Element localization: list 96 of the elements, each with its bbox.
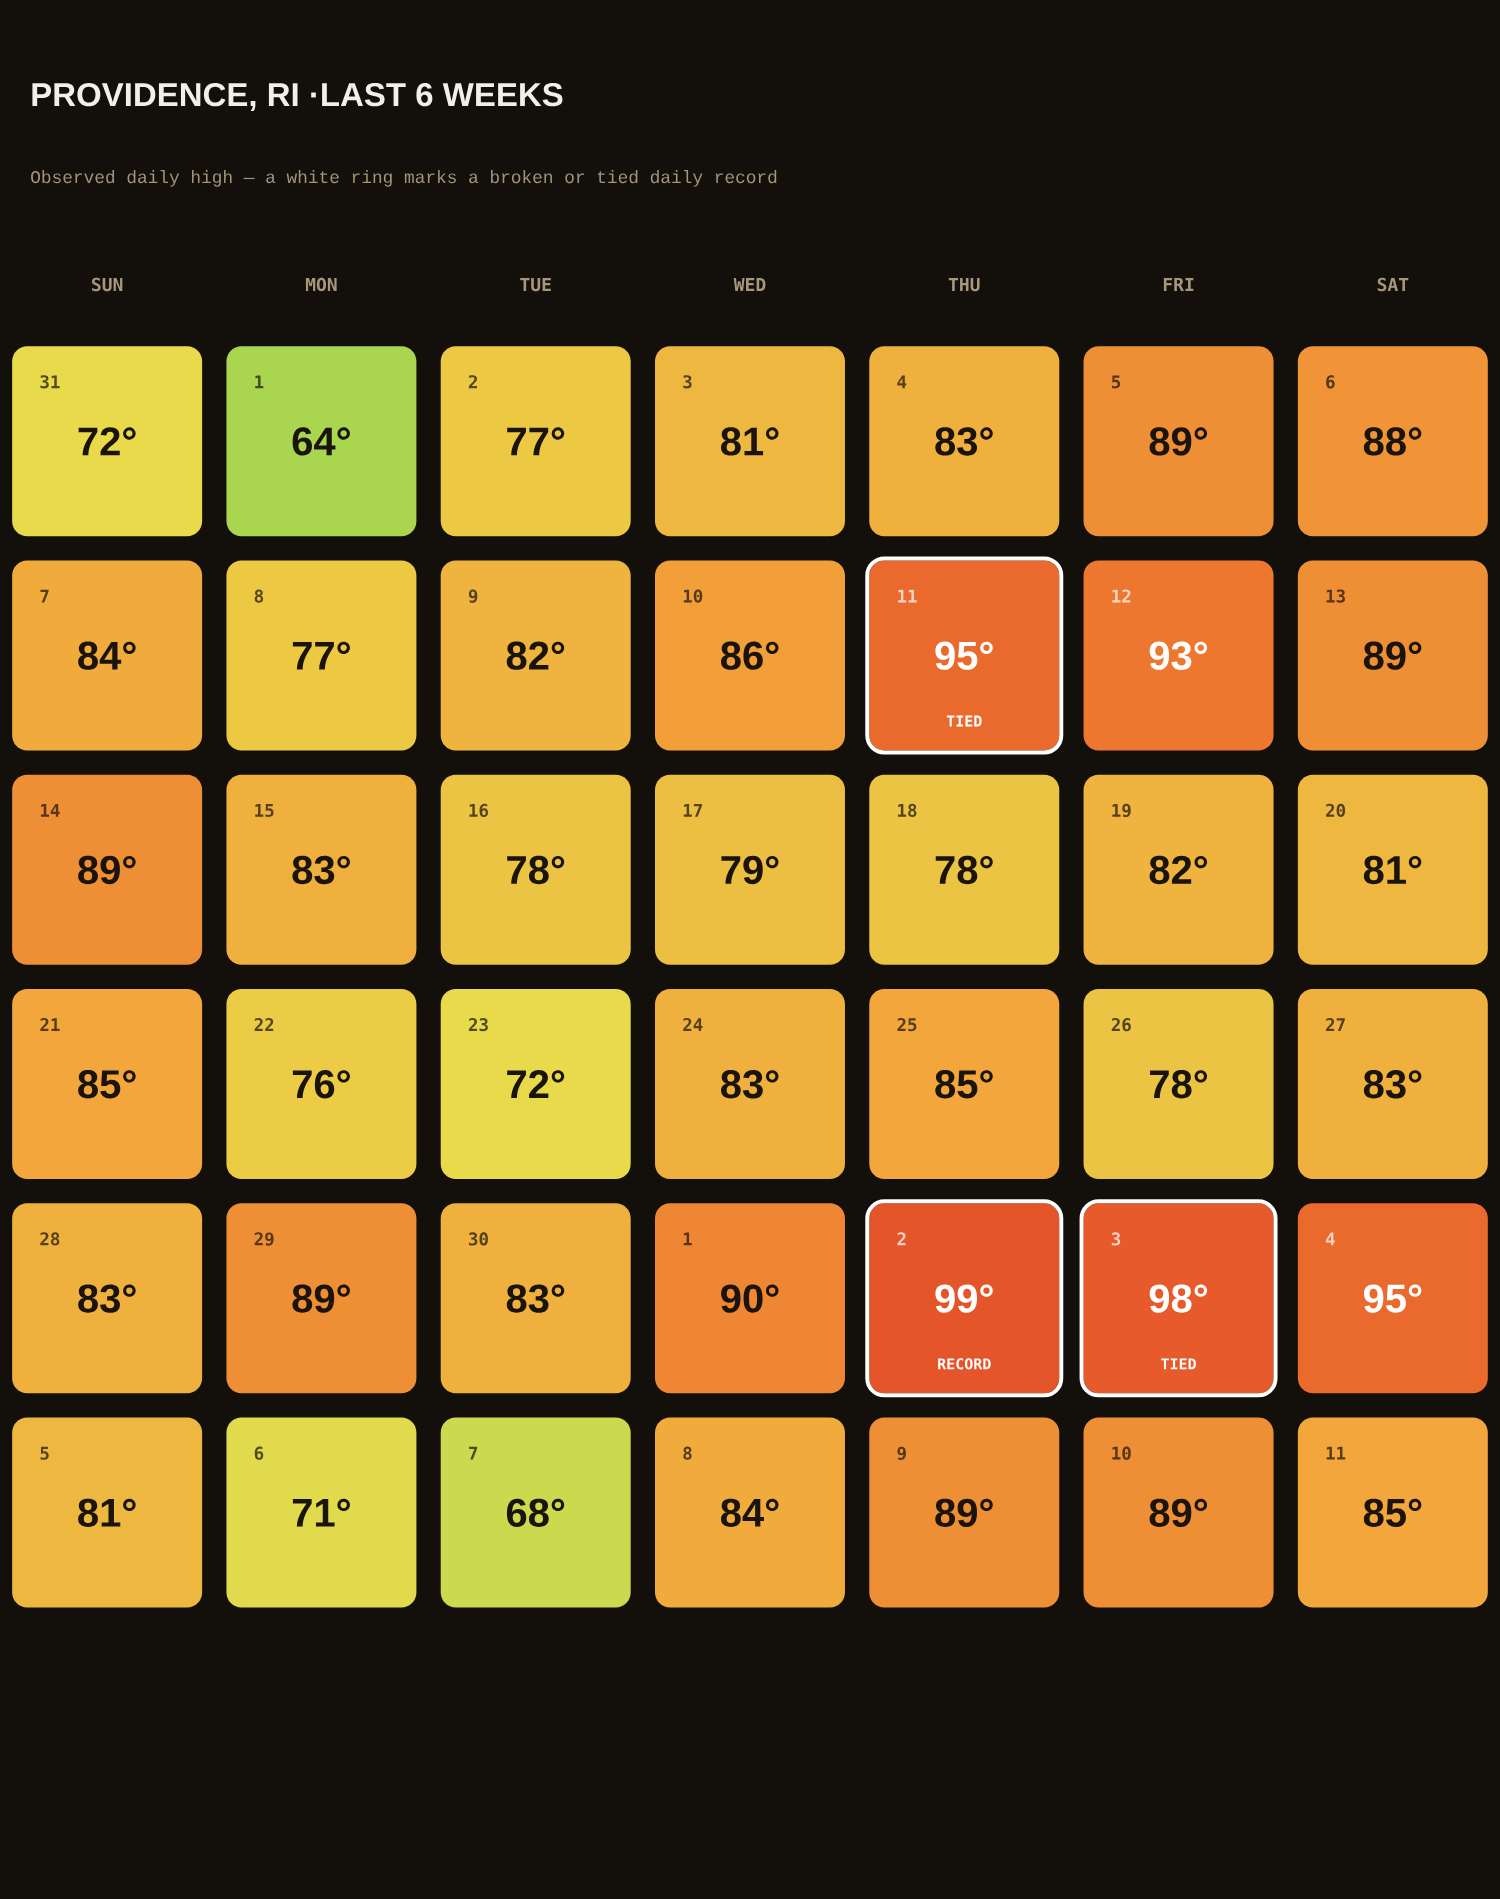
- annotation: 23: [468, 1018, 488, 1032]
- data-label: 78°: [507, 855, 565, 885]
- data-label: 78°: [935, 855, 993, 885]
- data-label: 85°: [78, 1070, 136, 1099]
- data-label: 86°: [721, 641, 779, 670]
- data-label: 84°: [78, 641, 136, 670]
- data-label: 99°: [935, 1284, 993, 1313]
- data-label: 89°: [1363, 641, 1422, 670]
- data-label: 78°: [1150, 1070, 1208, 1099]
- annotation: 14: [40, 803, 60, 817]
- data-label: 89°: [78, 855, 136, 885]
- annotation: 13: [1326, 589, 1345, 603]
- annotation: 9: [897, 1446, 906, 1460]
- data-label: 72°: [78, 427, 136, 456]
- annotation: 19: [1112, 803, 1131, 818]
- data-label: 64°: [292, 427, 350, 456]
- annotation: 11: [898, 589, 917, 603]
- data-label: 82°: [1149, 855, 1208, 885]
- data-label: 98°: [1149, 1284, 1208, 1313]
- annotation: 29: [254, 1232, 274, 1246]
- annotation: 2: [468, 375, 477, 389]
- annotation: 25: [897, 1018, 917, 1032]
- data-label: 95°: [1363, 1284, 1422, 1313]
- data-label: 72°: [507, 1070, 565, 1099]
- data-label: 83°: [78, 1284, 136, 1313]
- x-tick-label: MON: [305, 277, 337, 292]
- x-tick-label: WED: [733, 277, 766, 292]
- data-label: 93°: [1149, 641, 1208, 670]
- data-label: 89°: [1149, 1498, 1208, 1527]
- x-tick-label: TUE: [520, 277, 551, 292]
- x-tick-label: FRI: [1163, 277, 1194, 292]
- data-label: 83°: [1363, 1070, 1422, 1099]
- data-label: 88°: [1363, 427, 1422, 456]
- annotation: 10: [683, 589, 703, 603]
- data-label: 90°: [721, 1284, 779, 1313]
- annotation: 28: [40, 1232, 60, 1246]
- annotation: 7: [40, 589, 49, 603]
- annotation: 24: [683, 1018, 703, 1032]
- annotation: 6: [254, 1446, 264, 1460]
- data-label: 83°: [721, 1070, 779, 1099]
- data-label: 95°: [935, 641, 993, 670]
- annotation: 9: [468, 589, 478, 603]
- data-label: 68°: [506, 1498, 565, 1527]
- annotation: 17: [683, 803, 702, 817]
- x-tick-label: SUN: [92, 277, 123, 292]
- annotation: 15: [255, 803, 274, 817]
- data-label: 84°: [721, 1498, 779, 1527]
- annotation: 2: [897, 1232, 906, 1246]
- annotation: 12: [1112, 589, 1131, 603]
- annotation: 8: [683, 1446, 692, 1460]
- annotation: 30: [468, 1232, 488, 1246]
- data-label: 85°: [1363, 1498, 1422, 1527]
- annotation: RECORD: [938, 1358, 991, 1370]
- annotation: 4: [1325, 1232, 1335, 1246]
- data-label: 89°: [935, 1498, 993, 1527]
- data-label: 83°: [506, 1284, 565, 1313]
- annotation: 16: [469, 803, 489, 818]
- annotation: 7: [469, 1446, 478, 1460]
- annotation: 10: [1112, 1446, 1131, 1460]
- annotation: 26: [1111, 1018, 1131, 1032]
- annotation: 11: [1326, 1446, 1346, 1460]
- data-label: 81°: [78, 1498, 136, 1527]
- annotation: 8: [254, 589, 264, 603]
- data-label: 85°: [935, 1070, 993, 1099]
- annotation: 5: [40, 1446, 49, 1460]
- data-label: 89°: [1149, 427, 1208, 456]
- annotation: 18: [898, 803, 917, 817]
- annotation: 21: [40, 1018, 60, 1032]
- annotation: 3: [683, 375, 692, 389]
- data-label: 82°: [506, 641, 565, 670]
- annotation: 20: [1326, 803, 1346, 817]
- data-label: 81°: [1363, 855, 1422, 885]
- data-label: 83°: [292, 855, 350, 885]
- x-tick-label: THU: [948, 277, 980, 292]
- data-label: 83°: [935, 427, 993, 456]
- chart-subtitle: Observed daily high — a white ring marks a broken or tied daily record: [31, 170, 777, 187]
- annotation: TIED: [1161, 1358, 1196, 1370]
- annotation: 6: [1326, 375, 1335, 389]
- annotation: 22: [254, 1018, 274, 1032]
- chart-title: PROVIDENCE, RI ·LAST 6 WEEKS: [32, 82, 563, 112]
- data-label: 71°: [292, 1498, 350, 1527]
- x-tick-label: SAT: [1377, 277, 1409, 292]
- data-label: 81°: [721, 427, 779, 456]
- data-label: 77°: [292, 641, 350, 670]
- data-label: 76°: [292, 1070, 350, 1099]
- annotation: 1: [255, 375, 264, 389]
- annotation: 27: [1326, 1018, 1345, 1032]
- annotation: 5: [1111, 375, 1121, 389]
- annotation: TIED: [946, 715, 982, 727]
- annotation: 31: [40, 375, 60, 389]
- annotation: 4: [897, 375, 907, 389]
- data-label: 77°: [507, 427, 565, 456]
- data-label: 79°: [721, 855, 779, 885]
- annotation: 1: [683, 1232, 692, 1246]
- annotation: 3: [1111, 1232, 1121, 1246]
- data-label: 89°: [292, 1284, 350, 1313]
